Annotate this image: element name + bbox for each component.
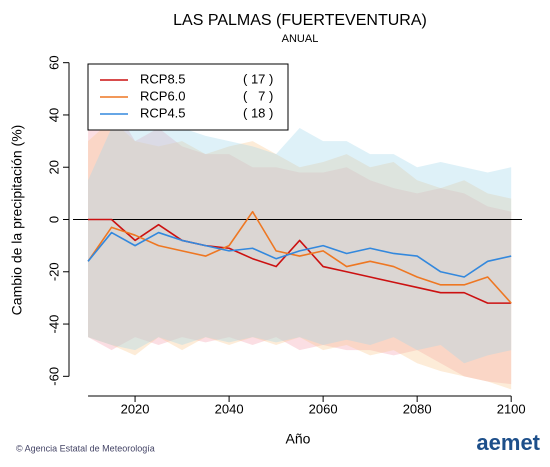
series-line (87, 210, 512, 304)
y-axis-label: Cambio de la precipitación (%) (9, 125, 25, 316)
x-tick-label: 2060 (309, 401, 338, 416)
x-tick-label: 2020 (121, 401, 150, 416)
legend-label: RCP6.0 (140, 88, 186, 103)
chart-subtitle: ANUAL (282, 33, 319, 45)
chart-title: LAS PALMAS (FUERTEVENTURA) (173, 12, 427, 29)
x-axis-label: Año (286, 431, 311, 447)
footer-credit: © Agencia Estatal de Meteorología (16, 443, 155, 453)
legend-count: ( 17 ) (243, 71, 273, 86)
legend-count: ( 18 ) (243, 105, 273, 120)
y-tick-label: 40 (46, 108, 61, 122)
uncertainty-band (88, 120, 512, 390)
x-tick-label: 2040 (215, 401, 244, 416)
y-tick-label: -20 (46, 262, 61, 281)
y-tick-label: -60 (46, 367, 61, 386)
legend-count: ( 7 ) (243, 88, 273, 103)
y-tick-label: 60 (46, 55, 61, 69)
legend-label: RCP4.5 (140, 105, 186, 120)
y-tick-label: 0 (46, 216, 61, 223)
x-tick-label: 2080 (403, 401, 432, 416)
legend-label: RCP8.5 (140, 71, 186, 86)
x-tick-label: 2100 (497, 401, 526, 416)
series-line (88, 218, 512, 304)
logo: aemet (476, 430, 540, 455)
y-tick-label: -40 (46, 315, 61, 334)
y-tick-label: 20 (46, 160, 61, 174)
uncertainty-band (88, 114, 512, 364)
series-line (87, 231, 512, 278)
uncertainty-band (88, 101, 512, 385)
